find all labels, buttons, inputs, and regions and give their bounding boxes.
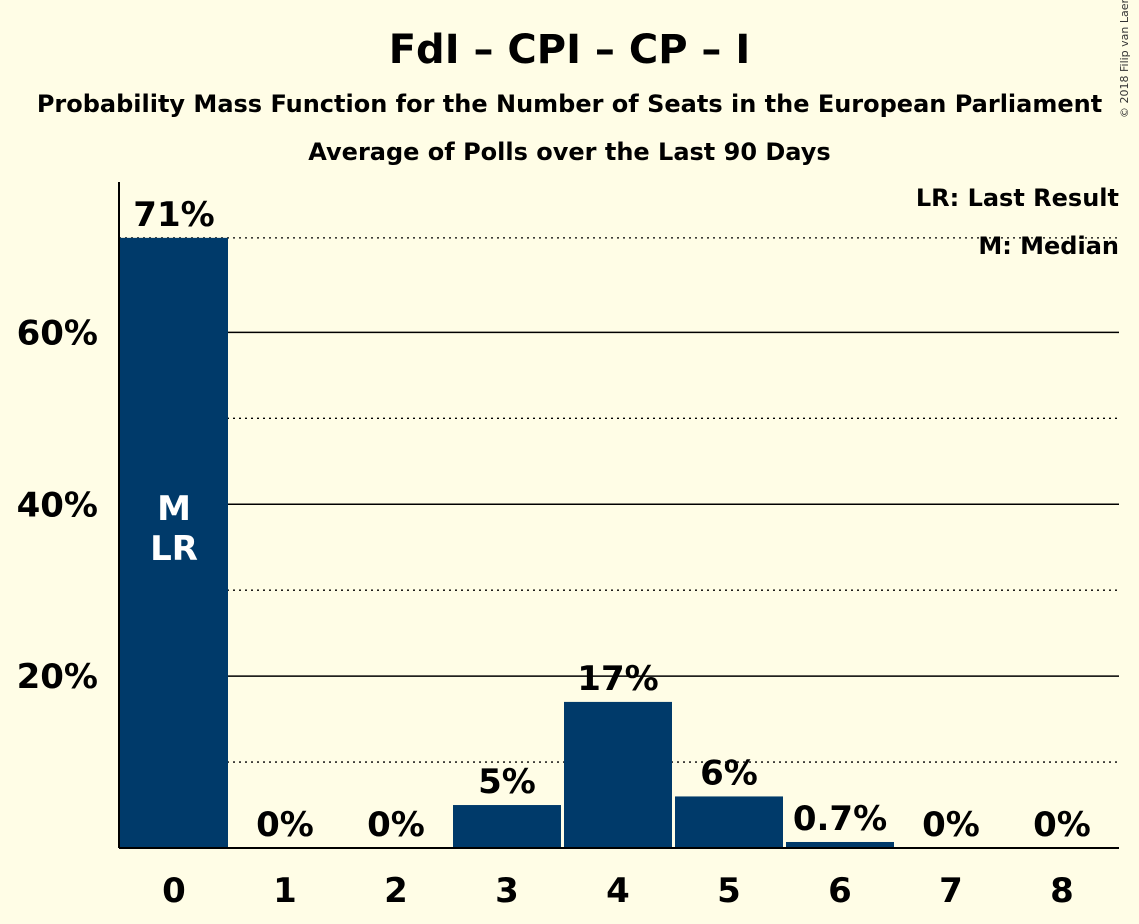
legend-median: M: Median: [978, 232, 1119, 260]
x-tick-label: 6: [828, 871, 852, 911]
bar: [120, 237, 228, 849]
y-tick-label: 20%: [17, 657, 98, 697]
data-label: 6%: [700, 753, 758, 793]
x-tick-label: 0: [162, 871, 186, 911]
bar: [564, 701, 672, 848]
x-tick-label: 5: [717, 871, 741, 911]
data-label: 71%: [133, 195, 214, 235]
chart-subtitle: Probability Mass Function for the Number…: [36, 90, 1103, 118]
data-label: 0.7%: [793, 799, 887, 839]
x-tick-label: 2: [384, 871, 408, 911]
data-label: 0%: [922, 805, 980, 845]
data-label: 17%: [577, 659, 658, 699]
y-tick-label: 60%: [17, 313, 98, 353]
data-label: 0%: [1033, 805, 1091, 845]
bar: [675, 796, 783, 848]
x-tick-label: 1: [273, 871, 297, 911]
x-tick-label: 7: [939, 871, 963, 911]
data-label: 0%: [367, 805, 425, 845]
x-tick-label: 4: [606, 871, 630, 911]
chart-title: FdI – CPI – CP – I: [388, 27, 751, 73]
bar: [453, 805, 561, 848]
y-tick-label: 40%: [17, 485, 98, 525]
bar-annotation: M: [157, 489, 191, 529]
data-label: 0%: [256, 805, 314, 845]
bar-annotation: LR: [150, 529, 198, 569]
chart-subtitle-2: Average of Polls over the Last 90 Days: [308, 138, 831, 166]
x-tick-label: 8: [1050, 871, 1074, 911]
x-tick-label: 3: [495, 871, 519, 911]
bar: [786, 841, 894, 848]
data-label: 5%: [478, 762, 536, 802]
legend-last-result: LR: Last Result: [915, 184, 1119, 212]
